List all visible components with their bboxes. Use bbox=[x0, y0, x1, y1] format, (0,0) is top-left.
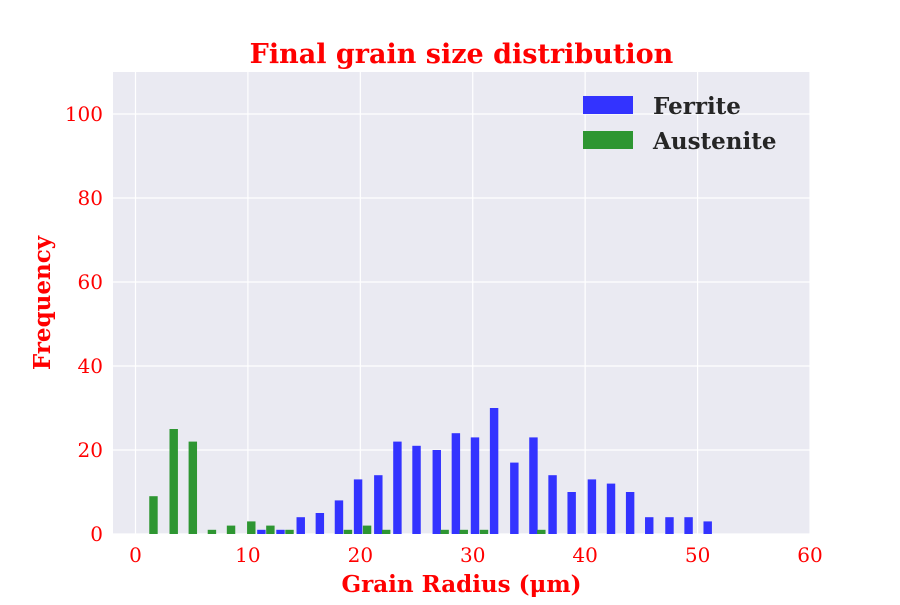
bar-ferrite bbox=[606, 483, 616, 534]
bar-austenite bbox=[343, 529, 353, 534]
bar-ferrite bbox=[625, 492, 635, 534]
bar-austenite bbox=[207, 529, 217, 534]
bar-ferrite bbox=[393, 441, 402, 534]
x-tick-label: 60 bbox=[797, 543, 822, 567]
x-tick-label: 0 bbox=[129, 543, 142, 567]
bar-austenite bbox=[188, 441, 198, 534]
bar-ferrite bbox=[529, 437, 538, 534]
bar-ferrite bbox=[276, 529, 285, 534]
bar-ferrite bbox=[510, 462, 519, 534]
bar-austenite bbox=[247, 521, 256, 534]
bar-austenite bbox=[266, 525, 275, 534]
bar-ferrite bbox=[684, 517, 693, 534]
bar-ferrite bbox=[489, 408, 499, 534]
bar-austenite bbox=[149, 496, 158, 534]
bar-austenite bbox=[169, 429, 178, 534]
legend-swatch-austenite bbox=[583, 131, 633, 149]
bar-austenite bbox=[381, 529, 391, 534]
bar-austenite bbox=[440, 529, 449, 534]
x-tick-label: 20 bbox=[348, 543, 373, 567]
y-tick-label: 20 bbox=[78, 438, 103, 462]
x-tick-label: 40 bbox=[572, 543, 597, 567]
legend-label-ferrite: Ferrite bbox=[653, 93, 741, 120]
bar-ferrite bbox=[412, 445, 421, 534]
bar-ferrite bbox=[587, 479, 597, 534]
bar-ferrite bbox=[645, 517, 654, 534]
x-axis-label: Grain Radius (μm) bbox=[341, 571, 581, 598]
bar-austenite bbox=[479, 529, 489, 534]
x-tick-label: 10 bbox=[235, 543, 260, 567]
bar-austenite bbox=[285, 529, 294, 534]
y-tick-label: 100 bbox=[65, 102, 103, 126]
bars bbox=[149, 408, 712, 534]
bar-ferrite bbox=[451, 433, 461, 534]
bar-ferrite bbox=[548, 475, 557, 534]
y-tick-label: 80 bbox=[78, 186, 103, 210]
bar-austenite bbox=[226, 525, 236, 534]
bar-ferrite bbox=[567, 492, 576, 534]
bar-ferrite bbox=[334, 500, 344, 534]
y-tick-label: 0 bbox=[90, 522, 103, 546]
bar-ferrite bbox=[703, 521, 712, 534]
bar-ferrite bbox=[257, 529, 266, 534]
legend-swatch-ferrite bbox=[583, 96, 633, 114]
tick-labels: 0 10 20 30 40 50 60 0 20 40 60 80 100 bbox=[65, 102, 823, 567]
x-tick-label: 50 bbox=[685, 543, 710, 567]
chart-title: Final grain size distribution bbox=[250, 39, 674, 70]
y-axis-label: Frequency bbox=[29, 235, 56, 370]
bar-ferrite bbox=[432, 450, 441, 534]
x-tick-label: 30 bbox=[460, 543, 485, 567]
y-tick-label: 60 bbox=[78, 270, 103, 294]
bar-austenite bbox=[459, 529, 468, 534]
legend-label-austenite: Austenite bbox=[652, 128, 777, 155]
plot-area bbox=[113, 72, 810, 534]
y-tick-label: 40 bbox=[78, 354, 103, 378]
bar-ferrite bbox=[374, 475, 383, 534]
bar-ferrite bbox=[296, 517, 305, 534]
bar-ferrite bbox=[315, 513, 325, 534]
bar-ferrite bbox=[470, 437, 480, 534]
bar-austenite bbox=[362, 525, 372, 534]
legend: Ferrite Austenite bbox=[583, 93, 777, 155]
bar-ferrite bbox=[353, 479, 363, 534]
bar-austenite bbox=[537, 529, 546, 534]
bar-ferrite bbox=[665, 517, 674, 534]
